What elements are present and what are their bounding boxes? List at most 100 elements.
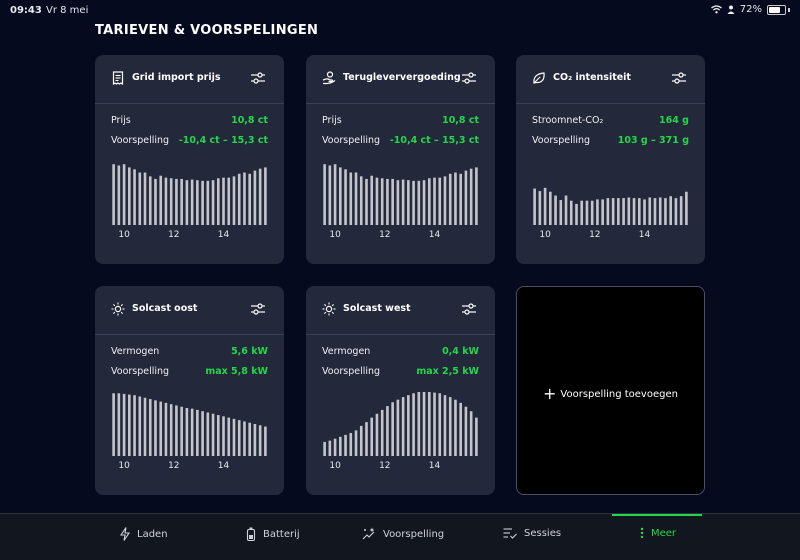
chart-bar bbox=[334, 439, 337, 456]
chart-bar bbox=[397, 180, 400, 225]
chart-bar bbox=[402, 180, 405, 225]
card-header: Terugleververgoeding bbox=[306, 55, 495, 104]
card-title: CO₂ intensiteit bbox=[553, 72, 631, 83]
wifi-icon bbox=[711, 5, 722, 14]
row-value: 0,4 kW bbox=[442, 346, 479, 357]
chart-bar bbox=[186, 180, 189, 225]
card-title: Solcast oost bbox=[132, 303, 197, 314]
x-tick-label: 10 bbox=[118, 461, 130, 471]
hand-coins-icon bbox=[322, 71, 336, 85]
nav-label: Laden bbox=[137, 529, 168, 540]
row-value: 10,8 ct bbox=[442, 115, 479, 126]
chart-bar bbox=[423, 392, 426, 456]
chart-bar bbox=[470, 411, 473, 456]
sliders-icon[interactable] bbox=[250, 302, 266, 316]
chart-bar bbox=[175, 179, 178, 225]
chart-bar bbox=[222, 178, 225, 225]
chart-bar bbox=[339, 167, 342, 225]
more-vertical-icon bbox=[640, 527, 644, 539]
chart-bar bbox=[669, 196, 672, 225]
chart-bar bbox=[186, 408, 189, 456]
nav-laden[interactable]: Laden bbox=[120, 527, 168, 541]
sliders-icon[interactable] bbox=[461, 71, 477, 85]
chart-bar bbox=[238, 420, 241, 456]
nav-meer[interactable]: Meer bbox=[640, 527, 676, 539]
add-forecast-content: +Voorspelling toevoegen bbox=[517, 384, 704, 403]
sliders-icon[interactable] bbox=[671, 71, 687, 85]
chart-bar bbox=[559, 200, 562, 225]
card-header: Grid import prijs bbox=[95, 55, 284, 104]
row-value: 10,8 ct bbox=[231, 115, 268, 126]
bar-chart: 10121416 bbox=[532, 161, 689, 241]
chart-bar bbox=[233, 419, 236, 456]
row-label: Prijs bbox=[322, 115, 342, 126]
card-header: CO₂ intensiteit bbox=[516, 55, 705, 104]
nav-sessies[interactable]: Sessies bbox=[503, 527, 561, 539]
sliders-icon[interactable] bbox=[250, 71, 266, 85]
chart-bar bbox=[180, 407, 183, 456]
chart-bar bbox=[238, 174, 241, 225]
chart-bar bbox=[418, 392, 421, 456]
chart-bar bbox=[475, 418, 478, 456]
chart-bar bbox=[633, 198, 636, 225]
chart-bar bbox=[643, 199, 646, 225]
sliders-icon[interactable] bbox=[461, 302, 477, 316]
chart-bar bbox=[207, 412, 210, 456]
chart-bar bbox=[444, 395, 447, 456]
chart-bar bbox=[376, 178, 379, 225]
active-tab-indicator bbox=[612, 514, 702, 516]
chart-bar bbox=[360, 426, 363, 456]
row-label: Voorspelling bbox=[111, 366, 169, 377]
chart-bar bbox=[397, 400, 400, 456]
sparkle-icon bbox=[362, 527, 376, 541]
chart-bar bbox=[118, 165, 121, 225]
row-value: -10,4 ct – 15,3 ct bbox=[179, 135, 268, 146]
status-date: Vr 8 mei bbox=[46, 5, 88, 16]
chart-bar bbox=[165, 403, 168, 456]
chart-bar bbox=[227, 178, 230, 225]
row-label: Vermogen bbox=[111, 346, 159, 357]
battery-icon bbox=[246, 527, 256, 541]
battery-percentage: 72% bbox=[740, 4, 762, 15]
chart-bar bbox=[459, 403, 462, 456]
chart-bar bbox=[407, 395, 410, 456]
chart-bar bbox=[449, 174, 452, 225]
chart-bar bbox=[128, 167, 131, 225]
x-tick-label: 14 bbox=[218, 230, 230, 240]
leaf-icon bbox=[532, 71, 546, 85]
x-tick-label: 14 bbox=[639, 230, 651, 240]
card-title: Grid import prijs bbox=[132, 72, 221, 83]
x-tick-label: 12 bbox=[168, 230, 179, 240]
chart-bar bbox=[360, 176, 363, 225]
add-forecast-label: Voorspelling toevoegen bbox=[560, 389, 678, 400]
chart-bar bbox=[144, 398, 147, 456]
chart-bar bbox=[428, 392, 431, 456]
chart-bar bbox=[264, 427, 267, 456]
forecast-row: Voorspelling-10,4 ct – 15,3 ct bbox=[111, 135, 268, 147]
chart-bar bbox=[196, 180, 199, 225]
chart-bar bbox=[533, 189, 536, 225]
chart-bar bbox=[465, 171, 468, 225]
chart-bar bbox=[391, 179, 394, 225]
chart-bar bbox=[465, 407, 468, 456]
chart-bar bbox=[133, 169, 136, 225]
chart-bar bbox=[170, 404, 173, 456]
add-forecast-button[interactable]: +Voorspelling toevoegen bbox=[516, 286, 705, 495]
nav-batterij[interactable]: Batterij bbox=[246, 527, 300, 541]
chart-bar bbox=[144, 173, 147, 225]
chart-bar bbox=[370, 176, 373, 225]
location-icon bbox=[727, 5, 735, 14]
chart-bar bbox=[622, 198, 625, 225]
chart-bar bbox=[438, 178, 441, 225]
row-value: max 5,8 kW bbox=[205, 366, 268, 377]
chart-bar bbox=[355, 173, 358, 225]
nav-voorspelling[interactable]: Voorspelling bbox=[362, 527, 444, 541]
status-indicators: 72% bbox=[711, 4, 790, 15]
chart-bar bbox=[123, 164, 126, 225]
chart-bar bbox=[391, 402, 394, 456]
sun-icon bbox=[111, 302, 125, 316]
x-tick-label: 10 bbox=[329, 461, 341, 471]
